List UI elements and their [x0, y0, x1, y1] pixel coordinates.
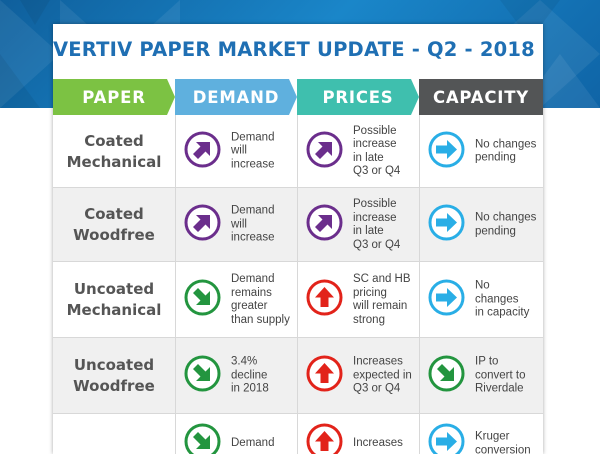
prices-cell: Increases — [297, 414, 419, 454]
demand-cell: Demand will increase — [175, 115, 297, 188]
capacity-note: No changes in capacity — [475, 279, 530, 319]
arrow-up-right-purple-icon — [306, 131, 343, 168]
capacity-cell: IP to convert to Riverdale — [419, 338, 541, 414]
demand-note: Demand remains greater than supply — [231, 272, 290, 326]
paper-type — [53, 414, 175, 454]
arrow-down-right-green-icon — [428, 355, 465, 392]
arrow-up-right-purple-icon — [306, 204, 343, 241]
demand-cell: Demand remains greater than supply — [175, 262, 297, 338]
table-row: Coated Mechanical Demand will increase Pos… — [53, 115, 543, 188]
prices-cell: Possible increase in late Q3 or Q4 — [297, 188, 419, 262]
arrow-down-right-green-icon — [184, 423, 221, 454]
capacity-note: No changes pending — [475, 211, 537, 237]
row-divider — [53, 337, 543, 338]
prices-note: SC and HB pricing will remain strong — [353, 272, 411, 326]
row-divider — [53, 413, 543, 414]
demand-note: 3.4% decline in 2018 — [231, 355, 269, 395]
column-divider — [175, 115, 176, 454]
prices-cell: SC and HB pricing will remain strong — [297, 262, 419, 338]
header-capacity: CAPACITY — [419, 79, 543, 115]
arrow-down-right-green-icon — [184, 279, 221, 316]
arrow-up-right-purple-icon — [184, 131, 221, 168]
table-row: Coated Woodfree Demand will increase Possi… — [53, 188, 543, 262]
header-prices: PRICES — [297, 79, 419, 115]
arrow-up-red-icon — [306, 355, 343, 392]
demand-cell: Demand will increase — [175, 188, 297, 262]
table-row: Uncoated Woodfree 3.4% decline in 2018 Inc… — [53, 338, 543, 414]
row-divider — [53, 187, 543, 188]
header-demand: DEMAND — [175, 79, 297, 115]
column-divider — [297, 115, 298, 454]
capacity-cell: No changes pending — [419, 188, 541, 262]
capacity-cell: Kruger conversion — [419, 414, 541, 454]
arrow-up-red-icon — [306, 423, 343, 454]
capacity-note: IP to convert to Riverdale — [475, 355, 526, 395]
prices-cell: Increases expected in Q3 or Q4 — [297, 338, 419, 414]
arrow-up-red-icon — [306, 279, 343, 316]
arrow-down-right-green-icon — [184, 355, 221, 392]
demand-note: Demand will increase — [231, 204, 275, 244]
paper-type: Coated Mechanical — [66, 131, 162, 171]
arrow-right-blue-icon — [428, 423, 465, 454]
capacity-cell: No changes pending — [419, 115, 541, 188]
prices-note: Possible increase in late Q3 or Q4 — [353, 197, 401, 251]
paper-type: Coated Woodfree — [73, 205, 155, 244]
paper-type: Uncoated Mechanical — [66, 280, 162, 319]
prices-note: Possible increase in late Q3 or Q4 — [353, 124, 401, 178]
demand-note: Demand will increase — [231, 131, 275, 171]
capacity-cell: No changes in capacity — [419, 262, 541, 338]
report-title: VERTIV PAPER MARKET UPDATE - Q2 - 2018 R… — [53, 38, 543, 61]
prices-note: Increases — [353, 437, 403, 450]
report-card: VERTIV PAPER MARKET UPDATE - Q2 - 2018 R… — [53, 24, 543, 454]
demand-cell: 3.4% decline in 2018 — [175, 338, 297, 414]
arrow-right-blue-icon — [428, 279, 465, 316]
demand-cell: Demand — [175, 414, 297, 454]
arrow-right-blue-icon — [428, 131, 465, 168]
header-paper: PAPER — [53, 79, 175, 115]
table-row: Demand Increases Kruger conversion — [53, 414, 543, 454]
demand-note: Demand — [231, 437, 275, 450]
column-divider — [419, 115, 420, 454]
prices-cell: Possible increase in late Q3 or Q4 — [297, 115, 419, 188]
arrow-right-blue-icon — [428, 204, 465, 241]
prices-note: Increases expected in Q3 or Q4 — [353, 355, 412, 395]
paper-type: Uncoated Woodfree — [73, 356, 155, 395]
capacity-note: Kruger conversion — [475, 430, 531, 454]
table-row: Uncoated Mechanical Demand remains greate… — [53, 262, 543, 338]
arrow-up-right-purple-icon — [184, 204, 221, 241]
capacity-note: No changes pending — [475, 137, 537, 164]
row-divider — [53, 261, 543, 262]
